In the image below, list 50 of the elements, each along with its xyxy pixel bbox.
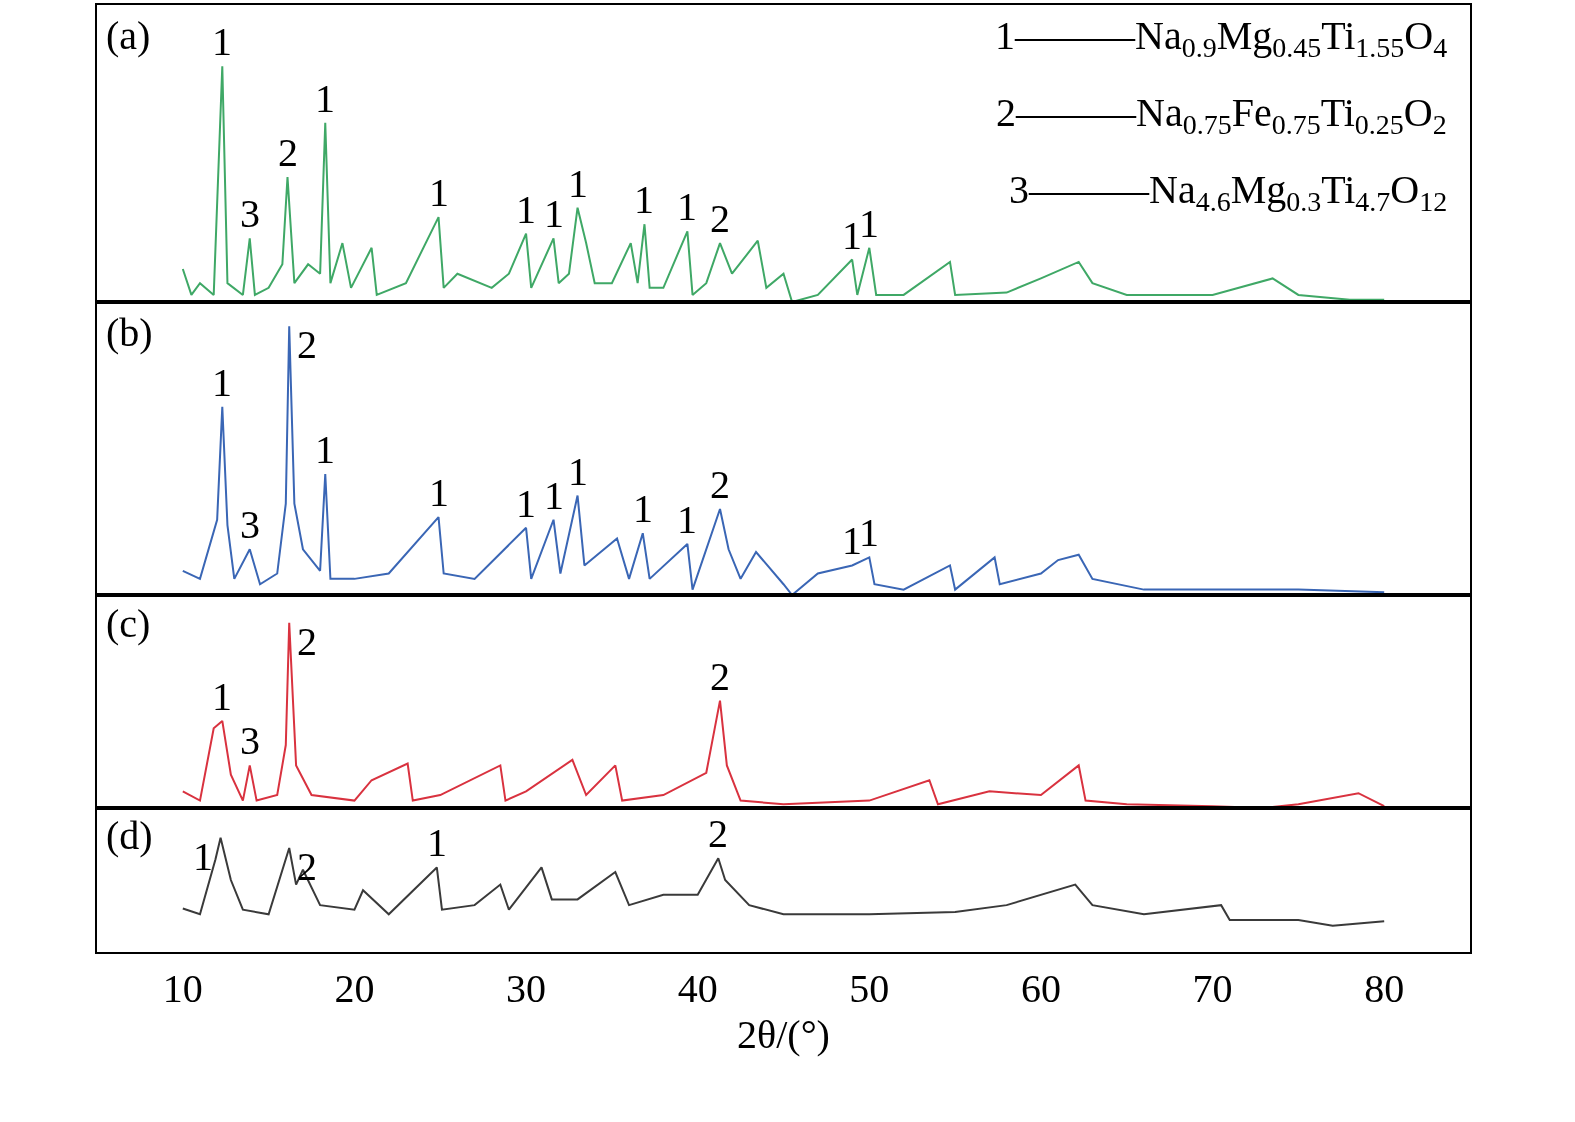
chart-title: (a): [106, 13, 151, 58]
text: 1———Na$_{0.9}$Mg$_{0.45}$Ti$_{1.55}$O$_{4}$: [995, 13, 1448, 64]
annotation: 3———Na$_{4.6}$Mg$_{0.3}$Ti$_{4.7}$O$_{12}$: [1009, 167, 1448, 218]
annotation: 2: [708, 811, 728, 856]
annotation: 1: [212, 674, 232, 719]
annotation: 1: [677, 184, 697, 229]
x-tick-label: 60: [1020, 966, 1061, 1011]
annotation: 1: [633, 486, 653, 531]
annotation: 1: [634, 177, 654, 222]
annotation: 2———Na$_{0.75}$Fe$_{0.75}$Ti$_{0.25}$O$_{2}$: [996, 90, 1447, 141]
annotation: 1: [544, 191, 564, 236]
annotation: 3: [240, 502, 260, 547]
x-tick-label: 20: [334, 966, 375, 1011]
x-tick-label: 30: [506, 966, 547, 1011]
x-axis-title: 2θ/(°): [737, 1012, 830, 1057]
chart-title: (c): [106, 601, 151, 646]
x-tick-label: 80: [1364, 966, 1405, 1011]
annotation: 3: [240, 191, 260, 236]
annotation: 2: [278, 130, 298, 175]
annotation: 1: [212, 19, 232, 64]
x-tick-label: 70: [1192, 966, 1233, 1011]
annotation: 1: [212, 360, 232, 405]
annotation: 1: [193, 834, 213, 879]
chart-title: (b): [106, 310, 153, 355]
x-tick-label: 40: [677, 966, 718, 1011]
annotation: 3: [240, 718, 260, 763]
annotation: 1: [842, 213, 862, 258]
annotation: 2: [710, 196, 730, 241]
x-tick-label: 50: [849, 966, 890, 1011]
annotation: 2: [297, 322, 317, 367]
annotation: 1: [568, 449, 588, 494]
annotation: 1: [677, 497, 697, 542]
annotation: 2: [710, 654, 730, 699]
annotation: 1: [427, 820, 447, 865]
annotation: 1: [859, 510, 879, 555]
annotation: 1: [429, 170, 449, 215]
annotation: 1: [859, 201, 879, 246]
annotation: 1: [544, 473, 564, 518]
annotation: 2: [710, 462, 730, 507]
annotation: 1: [429, 470, 449, 515]
annotation: 2: [297, 619, 317, 664]
annotation: 1: [516, 187, 536, 232]
annotation: 2: [297, 844, 317, 889]
chart-title: (d): [106, 813, 153, 858]
annotation: 1: [568, 161, 588, 206]
annotation: 1: [315, 76, 335, 121]
annotation: 1: [516, 481, 536, 526]
annotation: 1: [842, 518, 862, 563]
annotation: 1: [315, 427, 335, 472]
x-tick-label: 10: [162, 966, 203, 1011]
